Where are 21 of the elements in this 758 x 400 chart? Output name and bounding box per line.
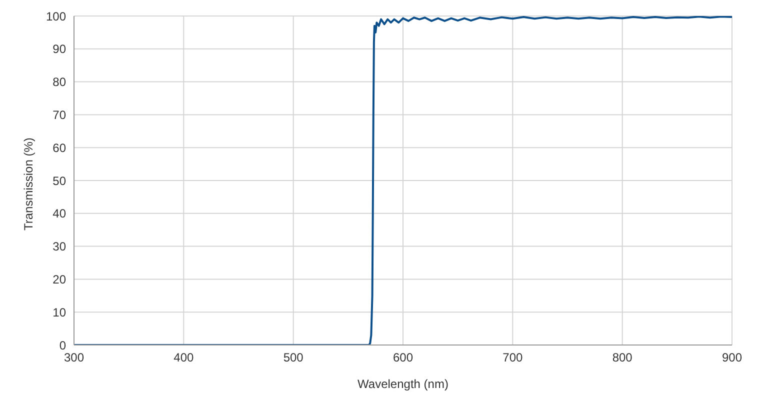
y-tick-label: 90 xyxy=(52,42,66,56)
y-tick-label: 70 xyxy=(52,108,66,122)
x-tick-label: 700 xyxy=(502,350,523,365)
y-tick-label: 20 xyxy=(52,272,66,286)
x-axis-title: Wavelength (nm) xyxy=(358,377,448,391)
x-tick-label: 400 xyxy=(174,350,194,365)
y-tick-label: 10 xyxy=(52,305,66,320)
x-tick-label: 500 xyxy=(283,350,304,365)
line-series xyxy=(74,16,732,345)
y-tick-label: 50 xyxy=(52,174,66,188)
y-tick-label: 0 xyxy=(59,338,66,352)
x-tick-label: 800 xyxy=(612,350,633,365)
y-tick-label: 80 xyxy=(52,75,66,90)
y-tick-label: 40 xyxy=(52,206,66,221)
x-tick-label: 300 xyxy=(64,350,84,365)
y-tick-label: 60 xyxy=(52,140,66,155)
x-tick-label: 600 xyxy=(392,350,414,365)
y-tick-label: 100 xyxy=(46,9,66,24)
y-axis-title: Transmission (%) xyxy=(21,138,36,230)
y-tick-label: 30 xyxy=(52,240,66,254)
x-tick-label: 900 xyxy=(722,350,742,365)
